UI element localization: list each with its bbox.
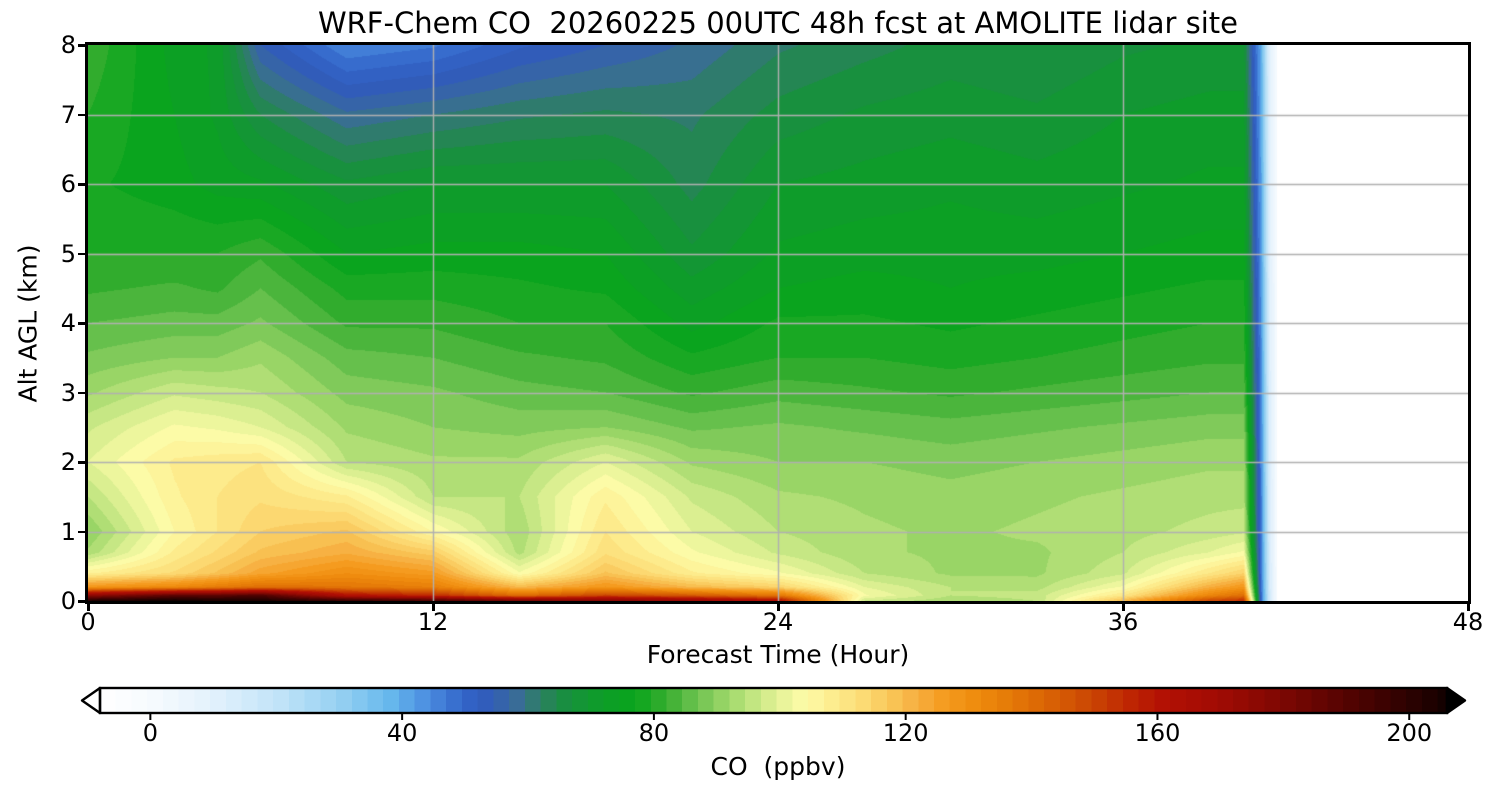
x-tick [1122, 604, 1125, 611]
colorbar-tick-label: 200 [1386, 719, 1433, 747]
colorbar-left-arrow [80, 686, 102, 715]
colorbar-right-arrow [1445, 686, 1467, 715]
x-tick [1467, 604, 1470, 611]
x-tick-label: 12 [417, 608, 449, 636]
y-tick [78, 113, 85, 116]
x-tick-label: 36 [1107, 608, 1139, 636]
y-tick-label: 8 [60, 31, 76, 59]
y-tick-label: 3 [60, 378, 76, 407]
x-tick-label: 24 [762, 608, 794, 636]
y-tick [78, 461, 85, 464]
colorbar-tick-label: 160 [1134, 719, 1181, 747]
y-tick-label: 7 [60, 100, 76, 129]
y-tick-label: 6 [60, 170, 76, 198]
y-tick [78, 530, 85, 533]
x-tick [432, 604, 435, 611]
contour-field-canvas [88, 45, 1468, 601]
colorbar [80, 686, 1467, 720]
colorbar-tick-label: 80 [638, 719, 670, 747]
y-tick [78, 322, 85, 325]
y-tick [78, 391, 85, 394]
colorbar-outline [98, 686, 1449, 715]
y-tick-label: 2 [60, 448, 76, 476]
y-tick [78, 252, 85, 255]
colorbar-gradient-bar [100, 688, 1447, 713]
chart-title: WRF-Chem CO 20260225 00UTC 48h fcst at A… [317, 6, 1239, 40]
plot-area [85, 42, 1471, 604]
colorbar-label: CO (ppbv) [710, 752, 846, 781]
y-tick-label: 1 [60, 517, 76, 546]
y-tick [78, 600, 85, 603]
colorbar-tick-label: 40 [386, 719, 418, 747]
y-tick [78, 44, 85, 47]
x-tick-label: 48 [1452, 608, 1484, 636]
y-tick-label: 4 [60, 309, 76, 337]
y-tick-label: 0 [60, 587, 76, 615]
x-axis-label: Forecast Time (Hour) [646, 640, 910, 669]
y-tick-label: 5 [60, 239, 76, 268]
x-tick [87, 604, 90, 611]
x-tick [777, 604, 780, 611]
colorbar-tick-label: 120 [882, 719, 929, 747]
colorbar-tick-label: 0 [142, 719, 158, 747]
y-tick [78, 183, 85, 186]
x-tick-label: 0 [80, 608, 96, 636]
